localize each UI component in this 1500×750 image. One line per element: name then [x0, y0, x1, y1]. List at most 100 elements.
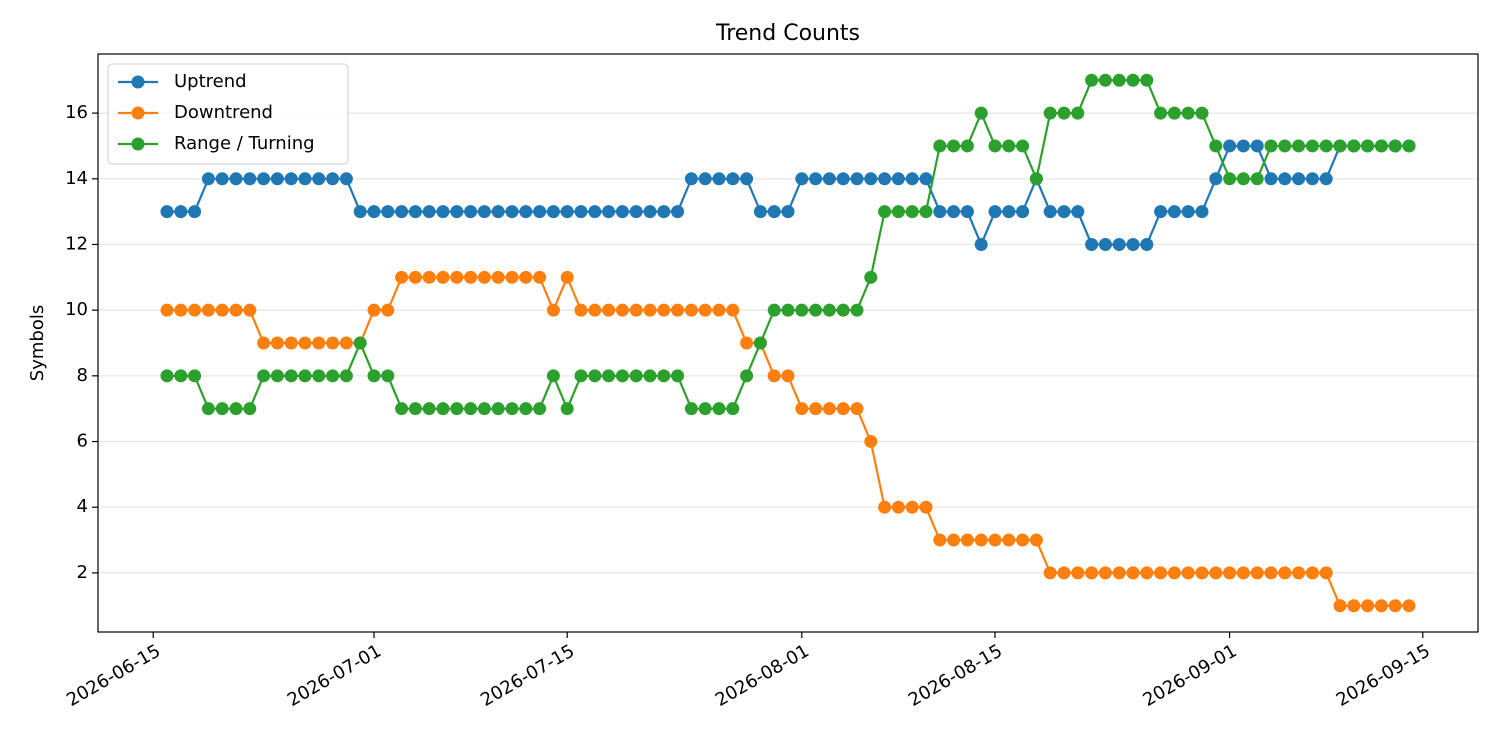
marker: [229, 172, 243, 186]
marker: [588, 303, 602, 317]
marker: [588, 369, 602, 383]
marker: [1167, 566, 1181, 580]
marker: [1374, 139, 1388, 153]
marker: [767, 369, 781, 383]
marker: [822, 402, 836, 416]
marker: [1250, 172, 1264, 186]
marker: [1140, 73, 1154, 87]
marker: [905, 500, 919, 514]
marker: [726, 172, 740, 186]
marker: [188, 369, 202, 383]
marker: [491, 205, 505, 219]
marker: [560, 205, 574, 219]
marker: [1071, 106, 1085, 120]
marker: [312, 336, 326, 350]
marker: [270, 336, 284, 350]
marker: [270, 369, 284, 383]
marker: [1292, 139, 1306, 153]
y-tick-label: 4: [77, 496, 88, 517]
marker: [477, 402, 491, 416]
marker: [919, 205, 933, 219]
marker: [795, 402, 809, 416]
marker: [643, 369, 657, 383]
marker: [1154, 566, 1168, 580]
marker: [1016, 205, 1030, 219]
marker: [1140, 237, 1154, 251]
marker: [339, 369, 353, 383]
y-tick-label: 6: [77, 431, 88, 452]
marker: [1016, 139, 1030, 153]
marker: [1112, 237, 1126, 251]
marker: [781, 303, 795, 317]
marker: [533, 205, 547, 219]
marker: [1209, 566, 1223, 580]
marker: [1043, 106, 1057, 120]
marker: [684, 402, 698, 416]
marker: [1305, 139, 1319, 153]
marker: [436, 205, 450, 219]
marker: [974, 533, 988, 547]
marker: [1402, 139, 1416, 153]
marker: [1278, 566, 1292, 580]
marker: [726, 303, 740, 317]
marker: [450, 205, 464, 219]
y-tick-label: 2: [77, 562, 88, 583]
marker: [560, 270, 574, 284]
marker: [712, 172, 726, 186]
marker: [395, 270, 409, 284]
marker: [298, 336, 312, 350]
marker: [422, 205, 436, 219]
legend-label: Range / Turning: [174, 133, 315, 154]
marker: [367, 303, 381, 317]
marker: [1278, 172, 1292, 186]
marker: [188, 303, 202, 317]
marker: [905, 172, 919, 186]
marker: [1402, 599, 1416, 613]
marker: [215, 172, 229, 186]
marker: [1319, 139, 1333, 153]
y-tick-label: 8: [77, 365, 88, 386]
x-tick-label: 2026-07-01: [284, 640, 385, 710]
marker: [174, 303, 188, 317]
marker: [1319, 566, 1333, 580]
marker: [850, 402, 864, 416]
marker: [1250, 566, 1264, 580]
marker: [326, 336, 340, 350]
marker: [615, 303, 629, 317]
marker: [1181, 205, 1195, 219]
marker: [270, 172, 284, 186]
marker: [684, 172, 698, 186]
marker: [1264, 566, 1278, 580]
marker: [1195, 566, 1209, 580]
marker: [1085, 73, 1099, 87]
marker: [229, 402, 243, 416]
marker: [464, 402, 478, 416]
marker: [850, 303, 864, 317]
marker: [477, 270, 491, 284]
y-axis-label: Symbols: [27, 305, 48, 381]
marker: [988, 205, 1002, 219]
marker: [1264, 139, 1278, 153]
marker: [1167, 205, 1181, 219]
marker: [1236, 566, 1250, 580]
marker: [1002, 205, 1016, 219]
marker: [629, 303, 643, 317]
marker: [477, 205, 491, 219]
marker: [1388, 139, 1402, 153]
y-tick-label: 12: [65, 233, 88, 254]
marker: [257, 336, 271, 350]
marker: [1388, 599, 1402, 613]
marker: [864, 172, 878, 186]
marker: [491, 270, 505, 284]
marker: [671, 369, 685, 383]
marker: [1209, 139, 1223, 153]
marker: [1195, 205, 1209, 219]
marker: [257, 369, 271, 383]
marker: [933, 139, 947, 153]
chart-title: Trend Counts: [715, 21, 860, 46]
marker: [960, 205, 974, 219]
marker: [1236, 172, 1250, 186]
marker: [919, 172, 933, 186]
marker: [1085, 566, 1099, 580]
